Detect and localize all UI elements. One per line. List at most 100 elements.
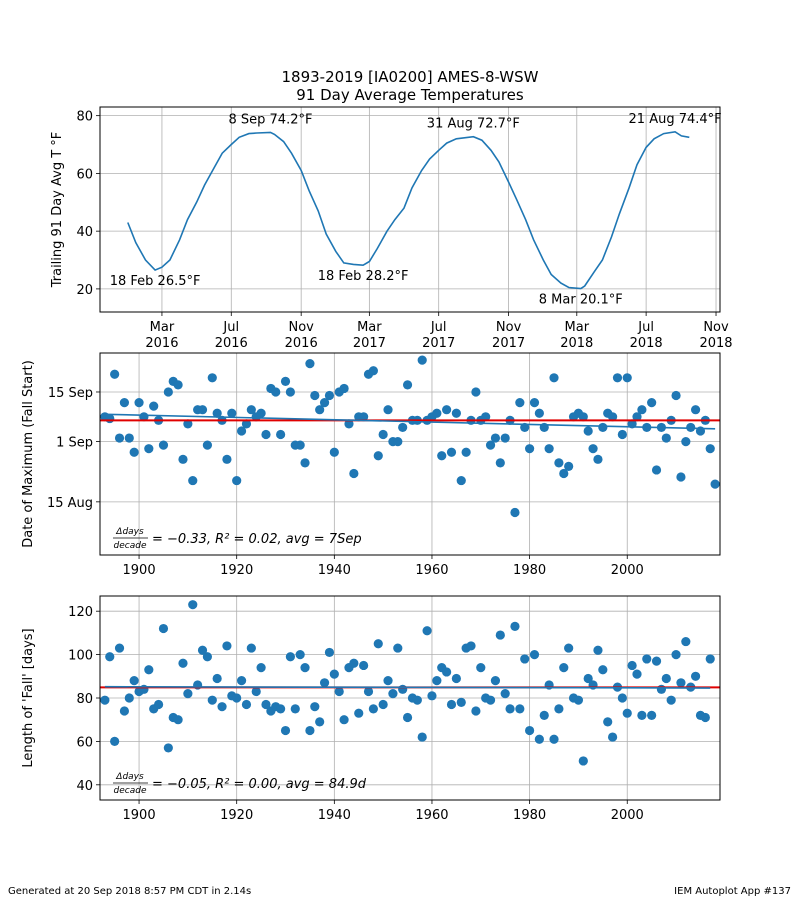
point — [188, 600, 198, 610]
point — [129, 447, 139, 457]
footer-right: IEM Autoplot App #137 — [674, 886, 791, 897]
point — [114, 433, 125, 443]
point — [324, 390, 335, 401]
point — [427, 691, 437, 701]
point — [476, 663, 486, 673]
point — [651, 465, 662, 475]
point — [100, 695, 110, 705]
point — [144, 444, 154, 454]
x-tick-label: 1920 — [220, 808, 253, 823]
point — [588, 444, 598, 454]
point — [300, 663, 310, 673]
point — [534, 734, 544, 744]
point — [349, 658, 359, 668]
point — [339, 383, 349, 394]
x-tick-label: 1940 — [318, 808, 351, 823]
point — [598, 422, 608, 433]
point — [378, 699, 388, 710]
point — [690, 405, 701, 415]
y-tick-label: 120 — [68, 605, 93, 620]
point — [158, 440, 169, 450]
point — [573, 695, 584, 705]
point — [144, 665, 154, 675]
footer-left: Generated at 20 Sep 2018 8:57 PM CDT in … — [8, 886, 251, 897]
x-tick-label: Nov 2018 — [699, 320, 732, 351]
point — [290, 704, 300, 714]
annotation: 31 Aug 72.7°F — [427, 117, 520, 132]
point — [607, 412, 618, 422]
point — [305, 725, 315, 736]
point — [417, 355, 427, 365]
point — [622, 373, 632, 383]
point — [705, 654, 715, 664]
point — [110, 369, 120, 379]
point — [471, 706, 481, 716]
point — [300, 458, 310, 468]
point — [705, 444, 715, 454]
point — [554, 704, 564, 714]
point — [710, 479, 720, 489]
point — [383, 676, 393, 686]
y-tick-label: 60 — [76, 735, 93, 750]
x-tick-label: Nov 2016 — [285, 320, 318, 351]
point — [402, 380, 413, 390]
point — [158, 623, 169, 634]
point — [251, 686, 261, 697]
point — [202, 440, 213, 450]
point — [686, 422, 696, 433]
plot-frame — [99, 595, 721, 801]
y-tick-label: 40 — [76, 225, 93, 240]
point — [529, 398, 540, 408]
point — [124, 433, 134, 443]
point — [232, 475, 242, 486]
point — [627, 660, 637, 671]
y-axis-label: Length of 'Fall' [days] — [21, 628, 36, 767]
point — [310, 390, 320, 401]
point — [544, 444, 554, 454]
point — [319, 678, 330, 688]
point — [236, 676, 247, 686]
point — [402, 712, 413, 723]
point — [559, 468, 569, 479]
y-tick-label: 15 Sep — [48, 386, 93, 401]
point — [319, 398, 330, 408]
y-tick-label: 80 — [76, 110, 93, 125]
point — [236, 426, 247, 436]
point — [315, 405, 325, 415]
point — [690, 671, 701, 681]
point — [651, 656, 662, 666]
point — [119, 398, 130, 408]
point — [671, 649, 681, 660]
point — [261, 699, 271, 710]
point — [110, 736, 120, 747]
point — [525, 725, 535, 736]
point — [466, 641, 476, 651]
point — [647, 398, 657, 408]
point — [412, 695, 422, 705]
point — [105, 652, 115, 662]
point — [661, 673, 671, 684]
point — [383, 405, 393, 415]
y-tick-label: 60 — [76, 167, 93, 182]
stat-numerator: Δdays — [115, 772, 144, 782]
point — [276, 704, 286, 714]
point — [373, 451, 383, 461]
point — [256, 408, 266, 418]
point — [241, 699, 252, 710]
y-tick-label: 80 — [76, 692, 93, 707]
x-tick-label: 1940 — [318, 563, 351, 578]
point — [554, 458, 564, 468]
point — [368, 366, 378, 376]
point — [451, 408, 461, 418]
point — [119, 706, 130, 716]
point — [617, 693, 627, 703]
point — [515, 398, 525, 408]
point — [378, 429, 388, 440]
y-tick-label: 20 — [76, 283, 93, 298]
point — [446, 699, 457, 710]
point — [124, 693, 134, 703]
x-tick-label: Nov 2017 — [492, 320, 525, 351]
x-tick-label: Mar 2018 — [560, 320, 593, 351]
title-line: 1893-2019 [IA0200] AMES-8-WSW — [281, 68, 538, 86]
point — [222, 641, 232, 651]
